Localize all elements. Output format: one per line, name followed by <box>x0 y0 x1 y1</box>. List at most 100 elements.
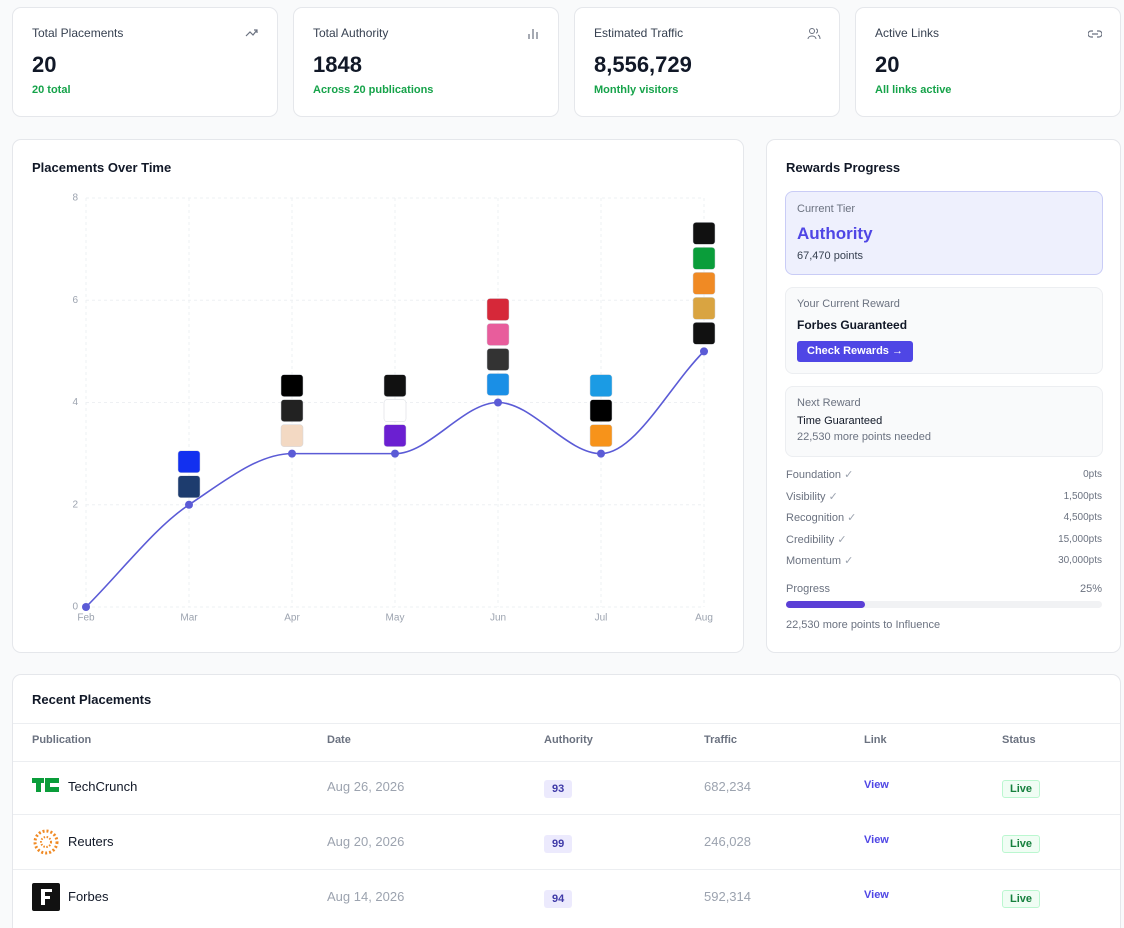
publication-logo <box>589 424 613 447</box>
stat-label: Active Links <box>875 26 940 40</box>
publication-logo <box>280 399 304 422</box>
date: Aug 26, 2026 <box>327 779 405 794</box>
tier-name: Foundation <box>786 468 853 481</box>
tier-name: Visibility <box>786 490 838 503</box>
column-header: Date <box>327 734 351 746</box>
x-tick-label: Aug <box>695 613 713 624</box>
traffic: 682,234 <box>704 779 751 794</box>
chart-title: Placements Over Time <box>32 160 172 175</box>
chart-panel: Placements Over Time 0 2 4 6 8 Feb Mar Apr May Ju… <box>12 139 744 653</box>
next-name: Time Guaranteed <box>797 415 883 427</box>
publication-logo <box>486 373 510 396</box>
tier-label: Current Tier <box>797 203 856 215</box>
stat-card: Total Authority 1848 Across 20 publication… <box>293 7 559 117</box>
traffic: 246,028 <box>704 834 751 849</box>
stat-card: Total Placements 20 20 total <box>12 7 278 117</box>
column-header: Link <box>864 734 887 746</box>
view-link[interactable]: View <box>864 779 889 791</box>
publication-logo <box>486 298 510 321</box>
placements-panel: Recent Placements Publication Date Authori… <box>12 674 1121 928</box>
stat-note: Across 20 publications <box>313 84 434 96</box>
next-label: Next Reward <box>797 397 861 409</box>
publication-logo <box>32 883 60 911</box>
reward-label: Your Current Reward <box>797 298 900 310</box>
x-tick-label: May <box>386 613 405 624</box>
stat-value: 1848 <box>313 52 362 77</box>
point <box>391 449 399 458</box>
status-badge: Live <box>1002 835 1041 853</box>
y-tick-label: 6 <box>72 295 78 306</box>
point <box>288 449 296 458</box>
publication-name: Forbes <box>68 889 109 904</box>
point <box>700 347 708 356</box>
tier-points: 1,500pts <box>1063 490 1102 502</box>
check-rewards-button[interactable]: Check Rewards → <box>797 341 913 362</box>
x-tick-label: Apr <box>284 613 300 624</box>
progress-value: 25% <box>1079 583 1102 595</box>
y-tick-label: 2 <box>72 499 78 510</box>
publication-logo <box>692 272 716 295</box>
tier-name: Momentum <box>786 554 853 567</box>
tier-name: Credibility <box>786 533 847 546</box>
tier-points: 15,000pts <box>1058 533 1102 545</box>
stat-note: Monthly visitors <box>594 84 679 96</box>
publication-logo <box>692 297 716 320</box>
stat-icon <box>528 29 538 39</box>
publication-logo <box>383 424 407 447</box>
progress-note: 22,530 more points to Influence <box>786 619 941 631</box>
stat-icon <box>807 28 821 40</box>
point <box>82 603 90 611</box>
chart: 0 2 4 6 8 Feb Mar Apr May Jun Jul Aug <box>72 193 716 624</box>
x-tick-label: Mar <box>180 613 198 624</box>
stat-note: All links active <box>875 84 952 96</box>
publication-logo <box>33 829 59 855</box>
publication-name: Reuters <box>68 834 114 849</box>
publication-logo <box>692 247 716 270</box>
tier-points: 0pts <box>1083 469 1102 480</box>
publication-name: TechCrunch <box>68 779 138 794</box>
publication-logo <box>692 222 716 245</box>
y-tick-label: 8 <box>72 193 78 204</box>
table-header <box>13 723 1120 762</box>
rewards-panel: Rewards Progress Current Tier Authority … <box>766 139 1121 653</box>
authority-badge: 93 <box>544 780 573 798</box>
tier-box: Current Tier Authority 67,470 points <box>785 191 1103 275</box>
tier-name: Authority <box>797 224 873 243</box>
y-tick-label: 0 <box>72 602 78 613</box>
tier-name: Recognition <box>786 511 856 524</box>
stat-card: Active Links 20 All links active <box>855 7 1121 117</box>
publication-logo <box>177 475 201 498</box>
publication-logo <box>280 374 304 397</box>
next-box: Next Reward Time Guaranteed 22,530 more … <box>785 386 1103 457</box>
column-header: Authority <box>544 734 593 746</box>
date: Aug 14, 2026 <box>327 889 405 904</box>
point <box>597 449 605 458</box>
publication-logo <box>177 450 201 473</box>
status-badge: Live <box>1002 890 1041 908</box>
authority-badge: 94 <box>544 890 573 908</box>
traffic: 592,314 <box>704 889 751 904</box>
rewards-title: Rewards Progress <box>786 160 901 175</box>
stat-label: Estimated Traffic <box>594 26 684 40</box>
stat-icon <box>245 29 258 37</box>
y-tick-label: 4 <box>72 397 78 408</box>
progress-bar <box>786 601 865 608</box>
publication-logo <box>486 323 510 346</box>
stat-label: Total Placements <box>32 26 124 40</box>
publication-logo <box>589 374 613 397</box>
stat-note: 20 total <box>32 84 71 96</box>
publication-logo <box>383 399 407 422</box>
stat-value: 20 <box>875 52 900 77</box>
point <box>494 398 502 407</box>
tier-points: 4,500pts <box>1063 512 1102 523</box>
date: Aug 20, 2026 <box>327 834 405 849</box>
progress-label: Progress <box>786 583 831 595</box>
column-header: Traffic <box>704 734 738 746</box>
view-link[interactable]: View <box>864 834 889 846</box>
publication-logo <box>589 399 613 422</box>
row-divider <box>13 814 1120 815</box>
column-header: Status <box>1002 734 1036 746</box>
next-note: 22,530 more points needed <box>797 431 931 443</box>
view-link[interactable]: View <box>864 889 889 901</box>
